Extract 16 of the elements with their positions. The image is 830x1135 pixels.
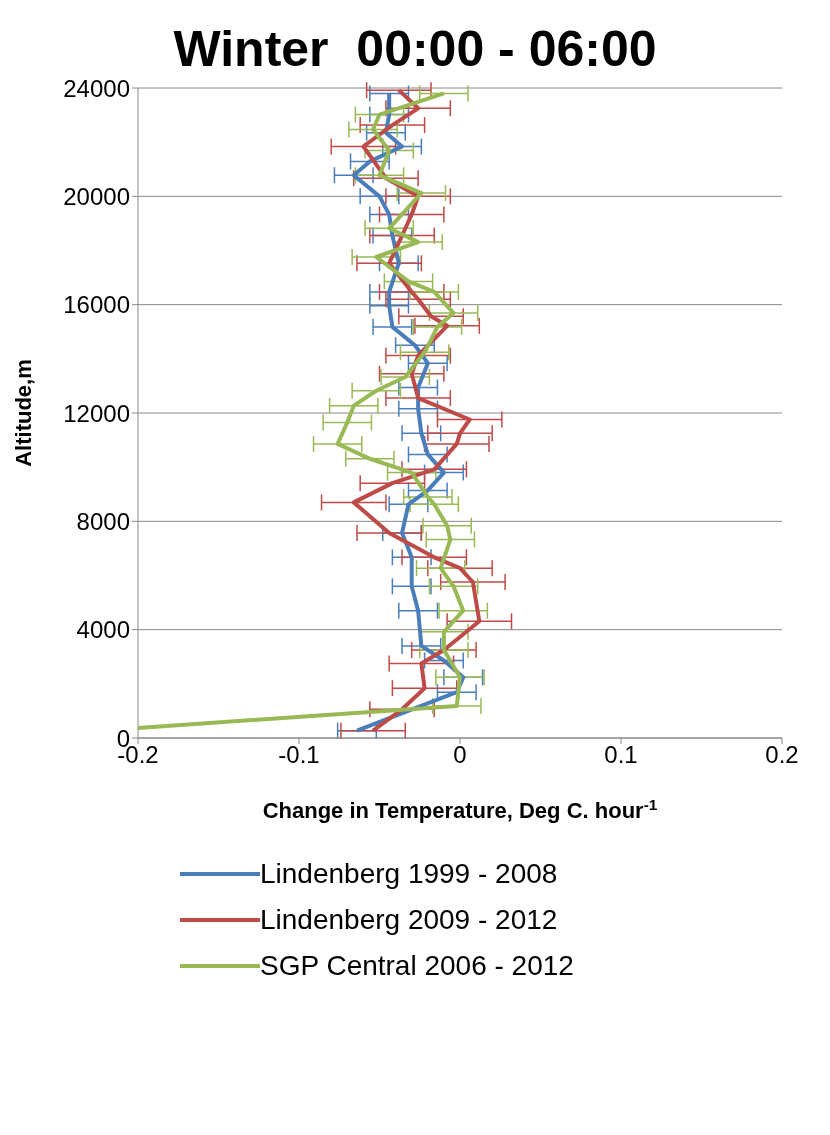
chart-title: Winter 00:00 - 06:00: [173, 21, 657, 77]
x-axis-title: Change in Temperature, Deg C. hour$^{-1}$: [262, 795, 658, 823]
x-tick-label: 0: [453, 741, 467, 769]
y-axis-title: Altitude,m: [10, 359, 36, 467]
y-tick-label: 20000: [63, 182, 130, 210]
y-tick-label: 16000: [63, 291, 130, 319]
x-tick-label: 0.1: [604, 741, 638, 769]
x-tick-label: -0.1: [278, 741, 320, 769]
y-tick-label: 24000: [63, 74, 130, 102]
y-tick-label: 8000: [76, 507, 130, 535]
legend-label: SGP Central 2006 - 2012: [260, 950, 574, 982]
x-tick-label: 0.2: [765, 741, 799, 769]
legend-label: Lindenberg 1999 - 2008: [260, 858, 558, 890]
legend-label: Lindenberg 2009 - 2012: [260, 904, 558, 936]
y-tick-label: 4000: [76, 616, 130, 644]
y-tick-label: 12000: [63, 399, 130, 427]
